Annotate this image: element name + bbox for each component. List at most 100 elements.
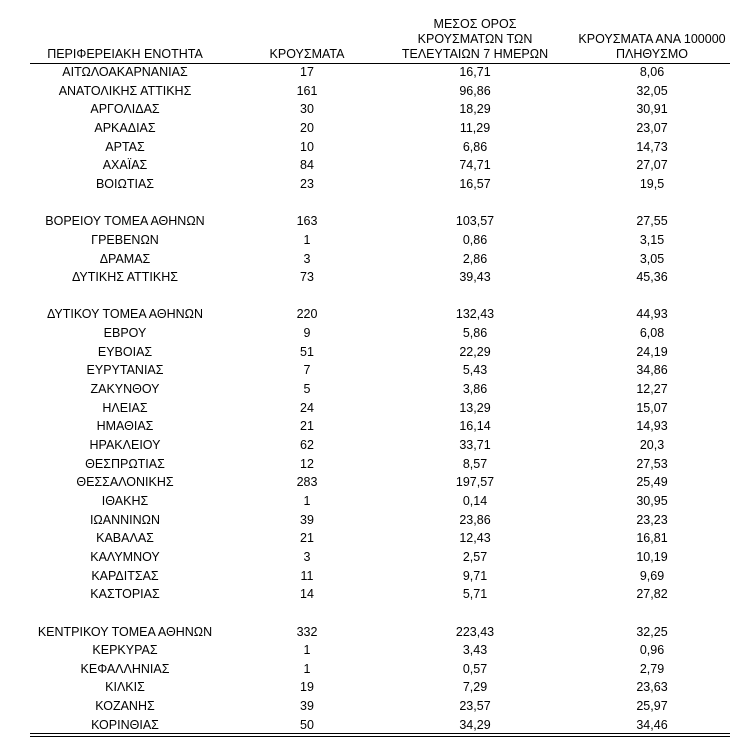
- header-cell: ΚΡΟΥΣΜΑΤΑ ΑΝΑ 100000: [578, 32, 726, 46]
- region-name: ΔΥΤΙΚΟΥ ΤΟΜΕΑ ΑΘΗΝΩΝ: [46, 307, 204, 322]
- cell: 30: [300, 102, 314, 117]
- cell: 1: [303, 493, 311, 508]
- cell: 33,71: [459, 438, 491, 452]
- region-name: ΑΝΑΤΟΛΙΚΗΣ ΑΤΤΙΚΗΣ: [58, 83, 192, 98]
- cell: 32,05: [636, 83, 668, 98]
- cell: 8,06: [639, 65, 665, 79]
- cell: 3,05: [639, 251, 665, 266]
- bottom-rule: [30, 733, 730, 734]
- region-name: ΚΙΛΚΙΣ: [105, 680, 145, 695]
- header-cell: ΠΕΡΙΦΕΡΕΙΑΚΗ ΕΝΟΤΗΤΑ: [47, 47, 203, 61]
- header-rule: [30, 63, 730, 64]
- cell: 18,29: [459, 102, 491, 117]
- cell: 27,53: [636, 456, 668, 471]
- header-cell: ΤΕΛΕΥΤΑΙΩΝ 7 ΗΜΕΡΩΝ: [401, 47, 549, 61]
- cell: 12,43: [459, 531, 491, 546]
- cell: 51: [300, 344, 314, 359]
- cell: 19: [300, 680, 314, 695]
- cell: 3,43: [462, 643, 488, 658]
- cell: 34,29: [459, 717, 491, 732]
- cell: 163: [296, 214, 318, 229]
- cell: 3,15: [639, 232, 665, 247]
- cell: 283: [296, 475, 318, 490]
- region-name: ΑΡΓΟΛΙΔΑΣ: [90, 102, 160, 117]
- cell: 11,29: [459, 120, 491, 135]
- cell: 20,3: [639, 438, 665, 452]
- cell: 7,29: [462, 680, 488, 695]
- region-name: ΑΙΤΩΛΟΑΚΑΡΝΑΝΙΑΣ: [62, 65, 188, 79]
- cell: 0,86: [462, 232, 488, 247]
- cell: 6,08: [639, 326, 665, 341]
- cell: 223,43: [455, 624, 495, 639]
- cell: 3,86: [462, 382, 488, 397]
- cell: 14,73: [636, 139, 668, 154]
- cell: 25,97: [636, 699, 668, 714]
- region-name: ΔΥΤΙΚΗΣ ΑΤΤΙΚΗΣ: [72, 270, 178, 285]
- cell: 34,46: [636, 717, 668, 732]
- header-cell: ΚΡΟΥΣΜΑΤΑ: [269, 47, 345, 61]
- region-name: ΗΜΑΘΙΑΣ: [96, 419, 154, 434]
- cell: 30,91: [636, 102, 668, 117]
- cell: 96,86: [459, 83, 491, 98]
- cell: 19,5: [639, 176, 665, 191]
- header-cell: ΠΛΗΘΥΣΜΟ: [616, 47, 688, 61]
- cell: 14: [300, 587, 314, 602]
- region-name: ΚΕΝΤΡΙΚΟΥ ΤΟΜΕΑ ΑΘΗΝΩΝ: [37, 624, 213, 639]
- cell: 62: [300, 438, 314, 452]
- cell: 0,96: [639, 643, 665, 658]
- region-name: ΖΑΚΥΝΘΟΥ: [90, 382, 160, 397]
- cell: 1: [303, 232, 311, 247]
- cell: 23,86: [459, 512, 491, 527]
- region-name: ΚΑΡΔΙΤΣΑΣ: [91, 568, 159, 583]
- region-name: ΕΒΡΟΥ: [103, 326, 147, 341]
- cell: 2,57: [462, 549, 488, 564]
- cell: 84: [300, 158, 314, 173]
- bottom-rule: [30, 736, 730, 737]
- cell: 12: [300, 456, 314, 471]
- cell: 6,86: [462, 139, 488, 154]
- cell: 1: [303, 661, 311, 676]
- region-name: ΓΡΕΒΕΝΩΝ: [91, 232, 159, 247]
- region-name: ΚΟΖΑΝΗΣ: [95, 699, 155, 714]
- cell: 27,82: [636, 587, 668, 602]
- cell: 50: [300, 717, 314, 732]
- cell: 7: [303, 363, 311, 378]
- region-name: ΙΩΑΝΝΙΝΩΝ: [89, 512, 161, 527]
- cell: 16,71: [459, 65, 491, 79]
- cell: 20: [300, 120, 314, 135]
- region-name: ΕΥΒΟΙΑΣ: [97, 344, 153, 359]
- cell: 24: [300, 400, 314, 415]
- region-name: ΑΡΤΑΣ: [105, 139, 145, 154]
- cell: 5: [303, 382, 311, 397]
- cell: 10: [300, 139, 314, 154]
- region-name: ΗΛΕΙΑΣ: [102, 400, 148, 415]
- region-name: ΚΟΡΙΝΘΙΑΣ: [91, 717, 159, 732]
- region-name: ΚΑΣΤΟΡΙΑΣ: [90, 587, 160, 602]
- cell: 39: [300, 699, 314, 714]
- cell: 14,93: [636, 419, 668, 434]
- cell: 24,19: [636, 344, 668, 359]
- region-name: ΘΕΣΣΑΛΟΝΙΚΗΣ: [76, 475, 174, 490]
- cell: 23,57: [459, 699, 491, 714]
- cell: 9,71: [462, 568, 488, 583]
- cell: 3: [303, 549, 311, 564]
- region-name: ΑΧΑΪΑΣ: [102, 158, 148, 173]
- region-name: ΕΥΡΥΤΑΝΙΑΣ: [86, 363, 164, 378]
- cell: 9: [303, 326, 311, 341]
- cell: 23: [300, 176, 314, 191]
- cell: 16,14: [459, 419, 491, 434]
- cell: 23,63: [636, 680, 668, 695]
- cell: 23,07: [636, 120, 668, 135]
- cell: 74,71: [459, 158, 491, 173]
- cell: 21: [300, 531, 314, 546]
- header-cell: ΚΡΟΥΣΜΑΤΩΝ ΤΩΝ: [417, 32, 533, 46]
- cell: 5,71: [462, 587, 488, 602]
- cell: 161: [296, 83, 318, 98]
- cell: 8,57: [462, 456, 488, 471]
- cell: 16,57: [459, 176, 491, 191]
- cell: 1: [303, 643, 311, 658]
- cell: 23,23: [636, 512, 668, 527]
- cell: 220: [296, 307, 318, 322]
- cell: 73: [300, 270, 314, 285]
